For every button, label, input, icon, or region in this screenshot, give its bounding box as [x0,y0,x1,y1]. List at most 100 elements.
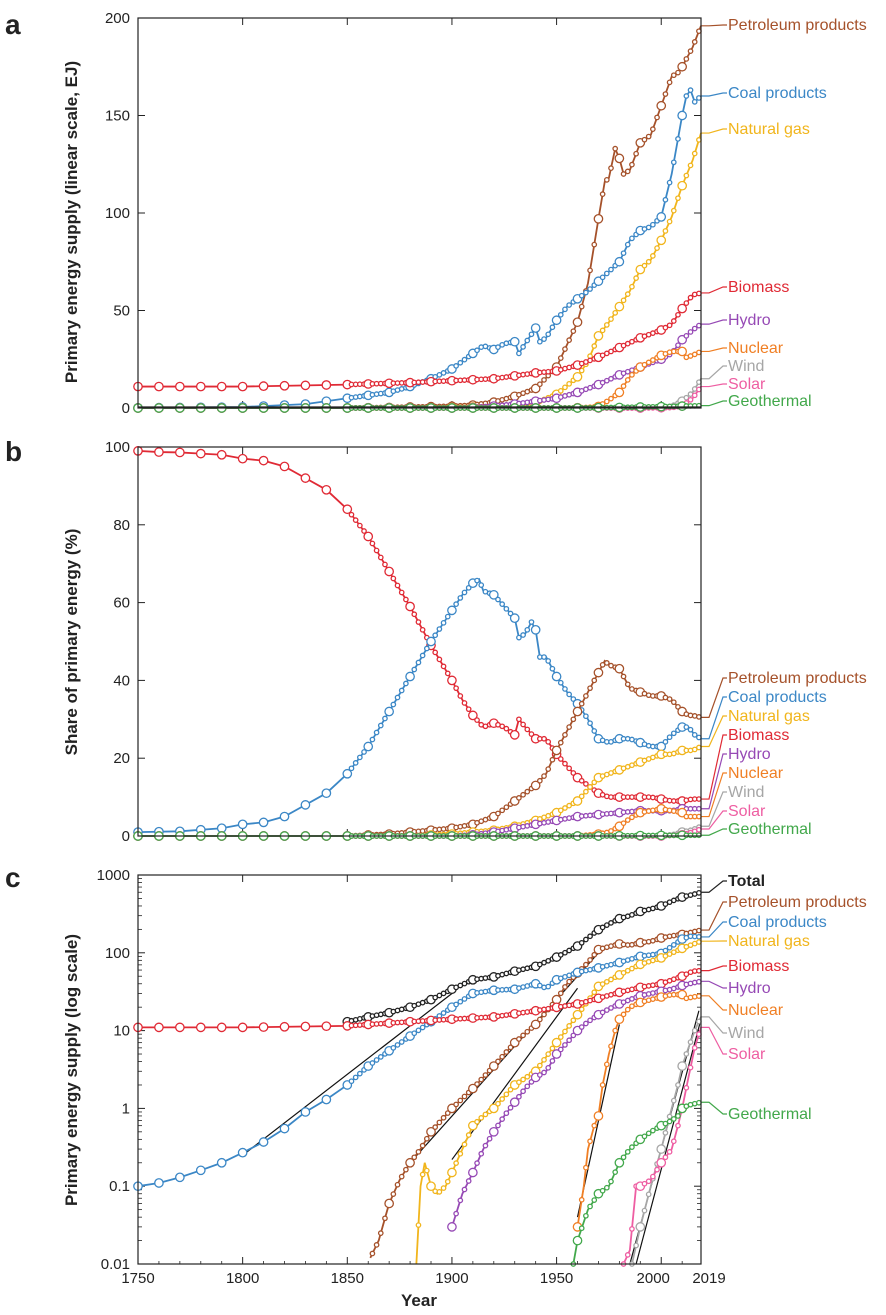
data-point [390,1045,397,1051]
data-point [495,344,501,351]
panel-letter-a: a [5,9,21,40]
data-point [279,1123,290,1134]
data-point [603,398,610,405]
x-axis-label: Year [401,1291,437,1310]
series-label-natural-gas: Natural gas [728,708,810,725]
data-point [394,582,401,589]
data-point [461,589,468,596]
y-tick-label: 1000 [97,867,130,884]
data-point [423,1135,430,1142]
data-point [447,605,457,616]
series-line-wind [631,1016,702,1265]
data-point [656,1157,667,1168]
y-tick-label: 100 [105,439,130,456]
data-point [175,381,185,392]
series-coal-products [133,87,702,413]
data-point [620,383,627,390]
data-point [440,990,447,997]
series-label-nuclear: Nuclear [728,340,784,357]
data-point [666,734,673,741]
data-point [495,596,501,603]
data-point [629,235,635,242]
leader-line-solar [701,810,727,830]
data-point [398,589,405,596]
data-point [373,729,380,736]
data-point [599,191,606,197]
y-tick-label: 150 [105,108,130,125]
leader-line-nuclear [701,347,727,353]
data-point [432,1124,439,1130]
data-point [541,654,547,660]
data-point [457,595,464,601]
series-biomass [133,290,702,392]
data-point [461,1141,468,1148]
data-point [633,150,639,157]
data-point [578,303,585,310]
x-tick-label: 1900 [435,1270,468,1287]
data-point [237,453,248,464]
y-tick-label: 100 [105,945,130,962]
data-point [620,673,627,680]
data-point [566,1023,572,1029]
series-label-solar: Solar [728,1046,766,1063]
data-point [670,942,677,948]
data-point [666,696,673,702]
data-point [432,632,439,639]
data-point [457,1150,464,1157]
data-point [603,922,610,928]
x-tick-label: 2019 [692,1270,725,1287]
data-point [415,619,422,625]
data-point [419,1171,426,1178]
data-point [369,1250,376,1257]
data-point [530,323,541,333]
data-point [587,685,593,692]
data-point [536,338,543,345]
data-point [419,1142,426,1149]
data-point [419,626,426,633]
data-point [612,309,619,316]
data-point [503,804,510,811]
data-point [608,165,614,171]
series-label-petroleum-products: Petroleum products [728,894,867,911]
series-label-hydro: Hydro [728,746,771,763]
data-point [629,283,635,290]
data-point [557,1046,564,1053]
data-point [691,732,698,738]
data-point [683,332,690,339]
data-point [216,1157,227,1168]
data-point [423,1167,430,1174]
data-point [357,754,363,761]
data-point [641,1133,648,1140]
data-point [608,266,614,273]
data-point [453,1210,459,1217]
data-point [570,1017,577,1024]
leader-line-wind [701,365,727,380]
data-point [578,777,585,784]
data-point [666,944,673,951]
data-point [415,1148,422,1155]
data-point [377,554,384,561]
series-hydro [133,322,702,413]
data-point [373,547,380,554]
leader-line-nuclear [701,995,727,1011]
data-point [562,686,568,692]
data-point [524,1073,531,1080]
data-point [390,1191,397,1197]
series-label-nuclear: Nuclear [728,1002,784,1019]
data-point [675,69,681,76]
data-point [683,724,690,730]
data-point [300,1107,311,1117]
data-point [216,381,227,392]
data-point [645,359,652,366]
data-point [482,1111,489,1118]
leader-line-geothermal [701,400,727,407]
y-tick-label: 0.01 [101,1256,130,1273]
leader-line-wind [701,791,727,827]
data-point [675,195,681,202]
series-petroleum-products [133,659,702,841]
data-point [687,329,694,335]
data-point [405,1157,415,1168]
data-point [499,601,506,608]
data-point [603,660,610,666]
data-point [614,256,625,267]
